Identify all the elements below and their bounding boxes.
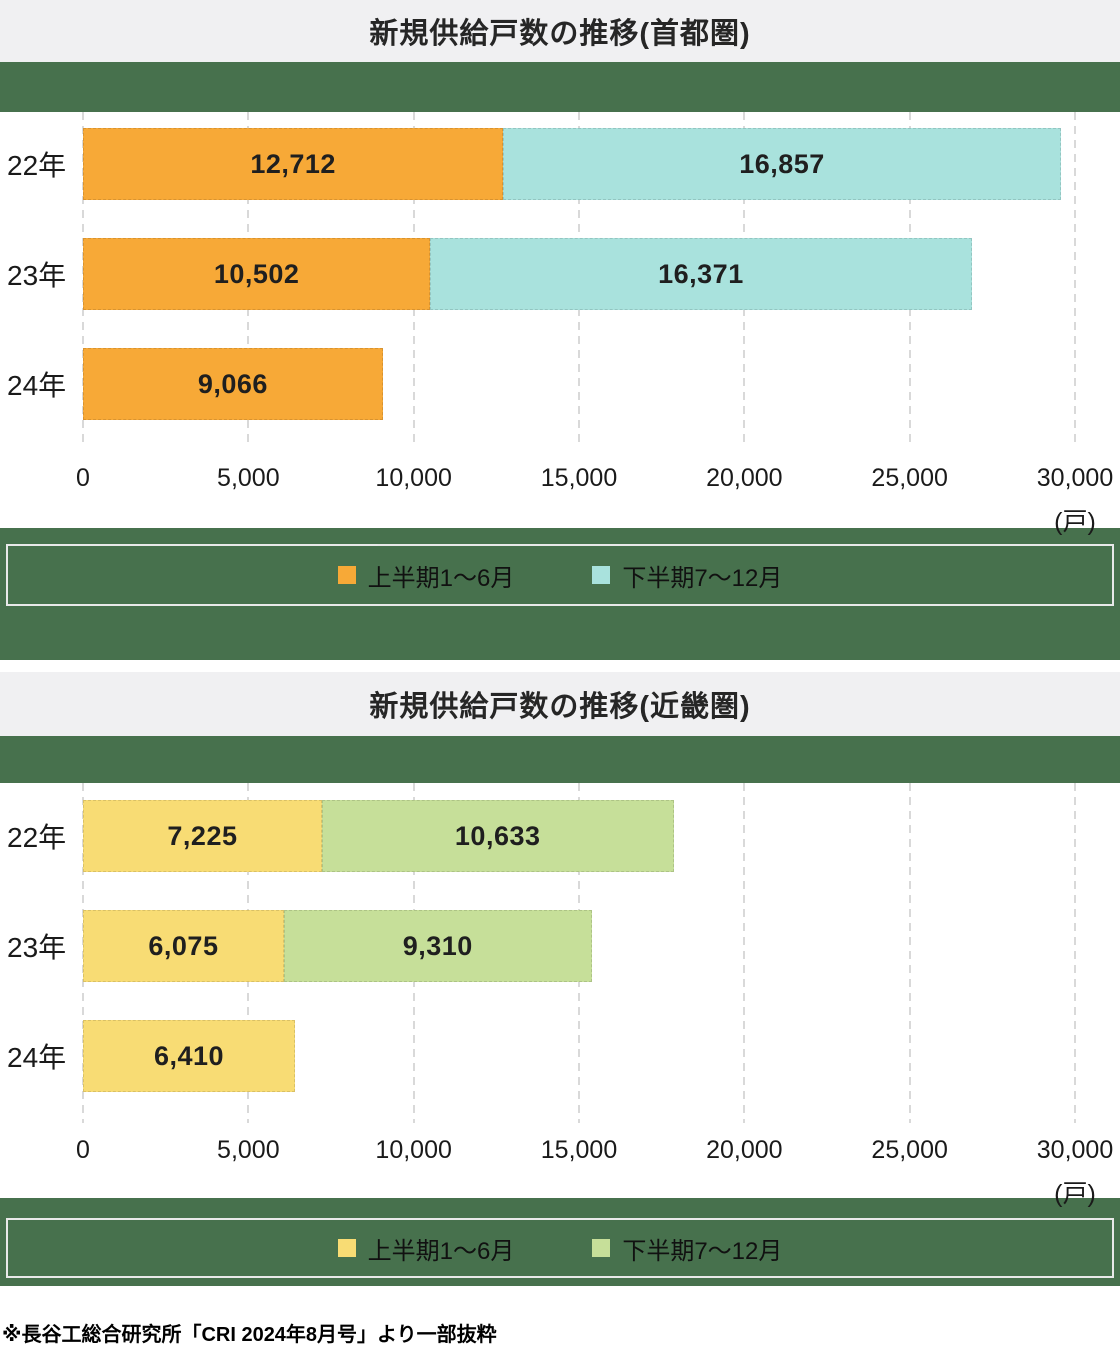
bar-value-label: 12,712	[250, 148, 336, 179]
x-axis: 0 5,000 10,000 15,000 20,000 25,000 30,000 (戸)	[76, 456, 1113, 536]
chart-title: 新規供給戸数の推移(首都圏)	[369, 18, 751, 50]
decor-band	[0, 736, 1120, 783]
bar-segment-first-half: 7,225	[83, 800, 322, 872]
legend-item: 上半期1〜6月	[337, 1231, 515, 1266]
gridline	[743, 783, 746, 1123]
legend-label: 上半期1〜6月	[367, 1237, 515, 1265]
bar-segment-first-half: 6,410	[83, 1020, 295, 1092]
gridline	[1074, 783, 1076, 1123]
chart-section-shutoken: 新規供給戸数の推移(首都圏) 12,712 16,857 10,502 16,371 9…	[0, 0, 1120, 660]
x-axis-tick-label: 5,000	[217, 464, 280, 492]
legend-band: 上半期1〜6月 下半期7〜12月	[0, 1198, 1120, 1286]
plot-area: 7,225 10,633 6,075 9,310 6,410	[82, 783, 1076, 1123]
x-axis-tick-label: 0	[76, 1136, 90, 1164]
source-note: ※長谷工総合研究所「CRI 2024年8月号」より一部抜粋	[2, 1324, 497, 1346]
category-label-year: 22年	[7, 822, 67, 853]
legend: 上半期1〜6月 下半期7〜12月	[6, 544, 1114, 606]
chart-title-band: 新規供給戸数の推移(近畿圏)	[0, 672, 1120, 736]
x-axis: 0 5,000 10,000 15,000 20,000 25,000 30,000 (戸)	[76, 1128, 1113, 1208]
legend-swatch-second-half	[592, 566, 611, 584]
x-axis-tick-label: 30,000	[1036, 1136, 1114, 1164]
category-label-year: 23年	[7, 932, 67, 963]
bar-segment-first-half: 6,075	[83, 910, 284, 982]
x-axis-tick-label: 20,000	[706, 1136, 783, 1164]
bar-segment-second-half: 9,310	[283, 910, 592, 982]
bar-value-label: 6,410	[153, 1040, 225, 1071]
stacked-bar-chart: 12,712 16,857 10,502 16,371 9,066 0 5,000 10,0…	[0, 112, 1120, 536]
legend-label: 下半期7〜12月	[622, 1237, 783, 1265]
legend-swatch-second-half	[592, 1239, 611, 1257]
x-axis-tick-label: 5,000	[217, 1136, 280, 1164]
x-axis-tick-label: 0	[76, 464, 90, 492]
bar-segment-second-half: 10,633	[321, 800, 674, 872]
gridline	[1074, 112, 1076, 448]
legend-band: 上半期1〜6月 下半期7〜12月	[0, 528, 1120, 660]
bar-segment-first-half: 10,502	[83, 238, 431, 310]
chart-section-kinki: 新規供給戸数の推移(近畿圏) 7,225 10,633 6,075 9,310 6,41…	[0, 672, 1120, 1286]
chart-title-band: 新規供給戸数の推移(首都圏)	[0, 0, 1120, 62]
plot-area: 12,712 16,857 10,502 16,371 9,066	[82, 112, 1076, 448]
category-label-year: 23年	[7, 260, 67, 291]
bar-row: 6,075 9,310	[83, 910, 1075, 982]
bar-segment-second-half: 16,371	[430, 238, 972, 310]
chart-title: 新規供給戸数の推移(近畿圏)	[369, 691, 751, 723]
bar-segment-second-half: 16,857	[503, 128, 1061, 200]
x-axis-tick-label: 10,000	[375, 464, 452, 492]
bar-row: 7,225 10,633	[83, 800, 1075, 872]
decor-band	[0, 62, 1120, 112]
gridline	[908, 783, 911, 1123]
x-axis-tick-label: 20,000	[706, 464, 783, 492]
bar-value-label: 16,857	[739, 148, 825, 179]
x-axis-tick-label: 10,000	[375, 1136, 452, 1164]
footer: ※長谷工総合研究所「CRI 2024年8月号」より一部抜粋	[0, 1286, 1120, 1350]
legend-swatch-first-half	[337, 566, 356, 584]
x-axis-tick-label: 15,000	[540, 464, 618, 492]
bar-segment-first-half: 12,712	[83, 128, 504, 200]
axis-unit-label: (戸)	[1054, 1180, 1096, 1208]
category-label-year: 22年	[7, 150, 67, 181]
stacked-bar-chart: 7,225 10,633 6,075 9,310 6,410 0 5,000 10,000 1…	[0, 783, 1120, 1208]
bar-value-label: 16,371	[658, 258, 744, 289]
category-label-year: 24年	[7, 370, 67, 401]
bar-row: 9,066	[83, 348, 1075, 420]
section-gap	[0, 660, 1120, 672]
x-axis-tick-label: 15,000	[540, 1136, 618, 1164]
bar-value-label: 10,502	[213, 258, 300, 289]
x-axis-tick-label: 25,000	[871, 464, 948, 492]
legend-swatch-first-half	[337, 1239, 356, 1257]
x-axis-tick-label: 30,000	[1036, 464, 1114, 492]
category-label-year: 24年	[7, 1042, 67, 1073]
legend-item: 下半期7〜12月	[592, 558, 782, 593]
legend-item: 下半期7〜12月	[592, 1231, 782, 1266]
bar-value-label: 9,066	[197, 368, 268, 399]
bar-row: 12,712 16,857	[83, 128, 1075, 200]
axis-unit-label: (戸)	[1054, 508, 1096, 536]
legend-label: 上半期1〜6月	[367, 564, 515, 592]
bar-value-label: 6,075	[148, 930, 219, 961]
bar-segment-first-half: 9,066	[83, 348, 383, 420]
legend-item: 上半期1〜6月	[337, 558, 515, 593]
x-axis-tick-label: 25,000	[871, 1136, 948, 1164]
bar-value-label: 7,225	[167, 820, 238, 851]
legend-label: 下半期7〜12月	[622, 564, 783, 592]
bar-row: 10,502 16,371	[83, 238, 1075, 310]
bar-value-label: 10,633	[454, 820, 541, 851]
bar-value-label: 9,310	[402, 930, 473, 961]
bar-row: 6,410	[83, 1020, 1075, 1092]
legend: 上半期1〜6月 下半期7〜12月	[6, 1218, 1114, 1278]
